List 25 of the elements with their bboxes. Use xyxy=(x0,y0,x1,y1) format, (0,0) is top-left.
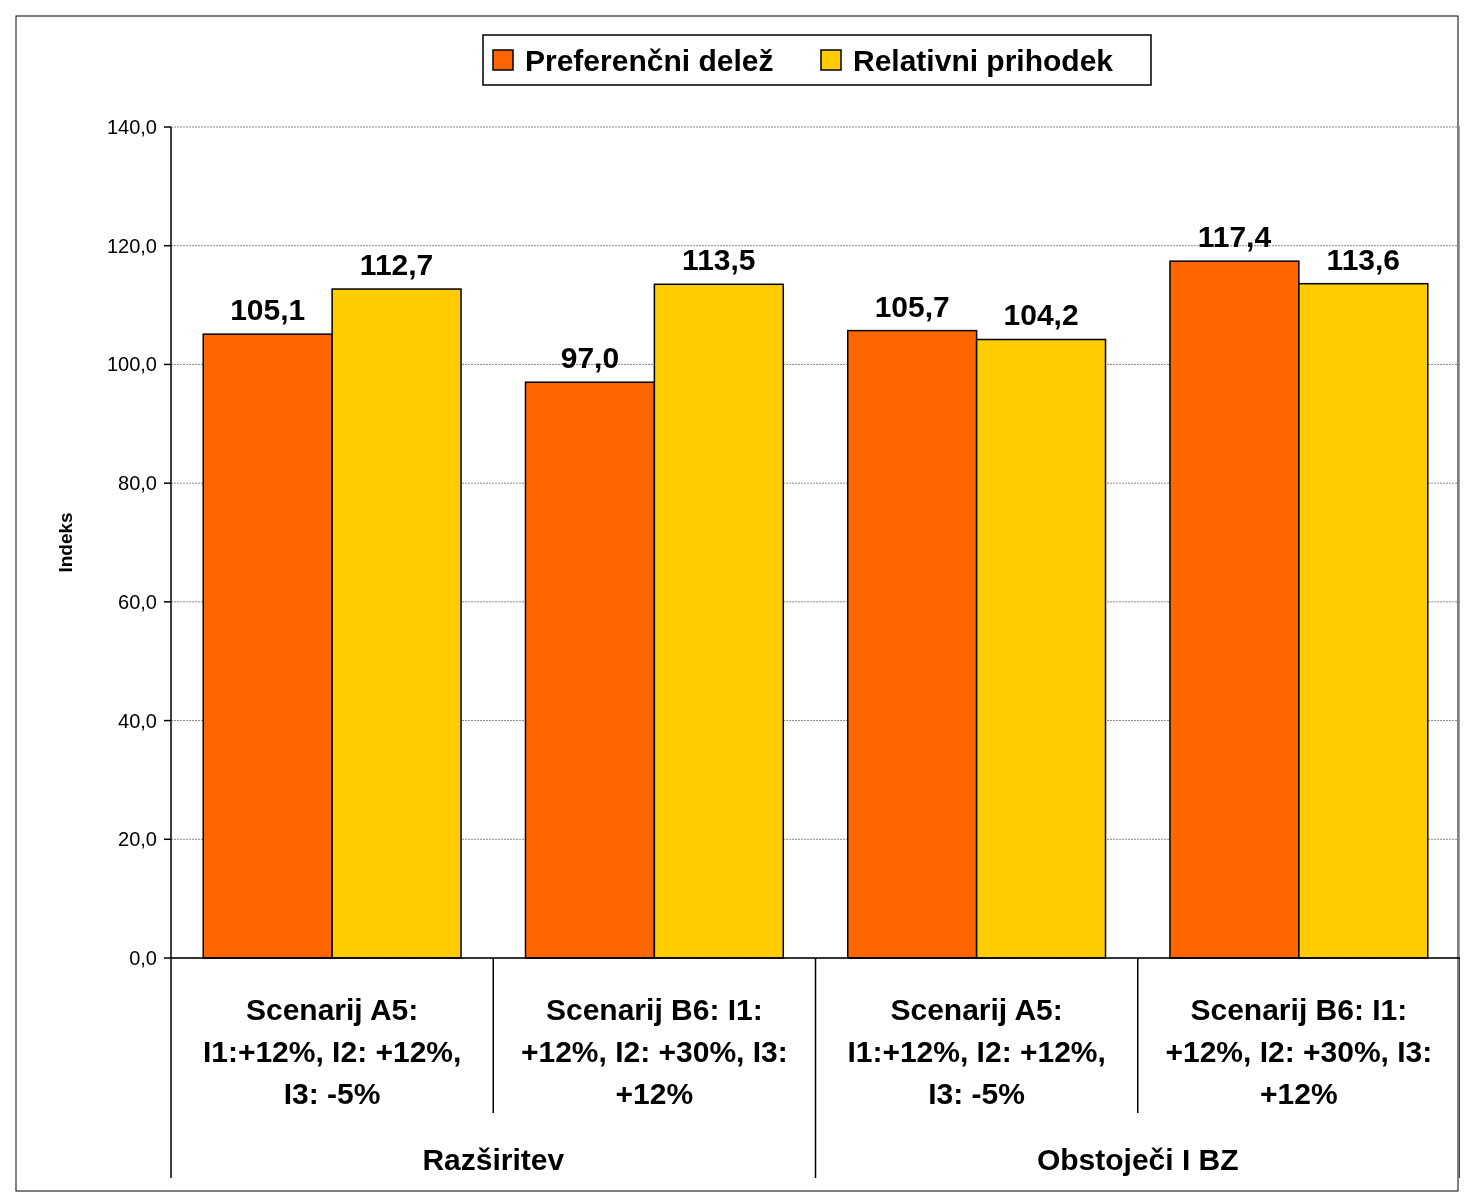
data-label: 105,1 xyxy=(230,293,306,327)
legend-label: Preferenčni delež xyxy=(525,43,774,77)
y-tick-label: 120,0 xyxy=(106,234,157,257)
data-label: 104,2 xyxy=(1003,298,1079,332)
y-tick-label: 100,0 xyxy=(106,353,157,376)
data-label: 97,0 xyxy=(560,341,620,375)
data-label: 105,7 xyxy=(874,289,950,323)
y-tick-label: 40,0 xyxy=(118,709,157,732)
y-tick-label: 20,0 xyxy=(118,828,157,851)
y-tick-label: 60,0 xyxy=(118,590,157,613)
text: Razširitev xyxy=(422,1143,565,1176)
x-tick-label: Scenarij A5: I1:+12%, I2: +12%, I3: -5% xyxy=(202,993,462,1110)
data-label: 117,4 xyxy=(1197,220,1272,254)
x-tick-label: Scenarij B6: I1: +12%, I2: +30%, I3: +12% xyxy=(520,993,788,1110)
x-tick-label: Scenarij A5: I1:+12%, I2: +12%, I3: -5% xyxy=(847,993,1106,1110)
data-label: 113,5 xyxy=(682,243,756,277)
y-tick-label: 0,0 xyxy=(129,947,157,969)
y-axis-title: Indeks xyxy=(55,512,76,573)
legend-label: Relativni prihodek xyxy=(853,43,1114,77)
data-label: 113,6 xyxy=(1326,242,1401,276)
y-tick-label: 140,0 xyxy=(106,116,157,138)
y-tick-label: 80,0 xyxy=(118,472,157,495)
x-tick-label: Scenarij B6: I1: +12%, I2: +30%, I3: +12% xyxy=(1165,993,1433,1110)
text: Obstoječi I BZ xyxy=(1036,1143,1239,1176)
data-label: 112,7 xyxy=(359,248,434,282)
